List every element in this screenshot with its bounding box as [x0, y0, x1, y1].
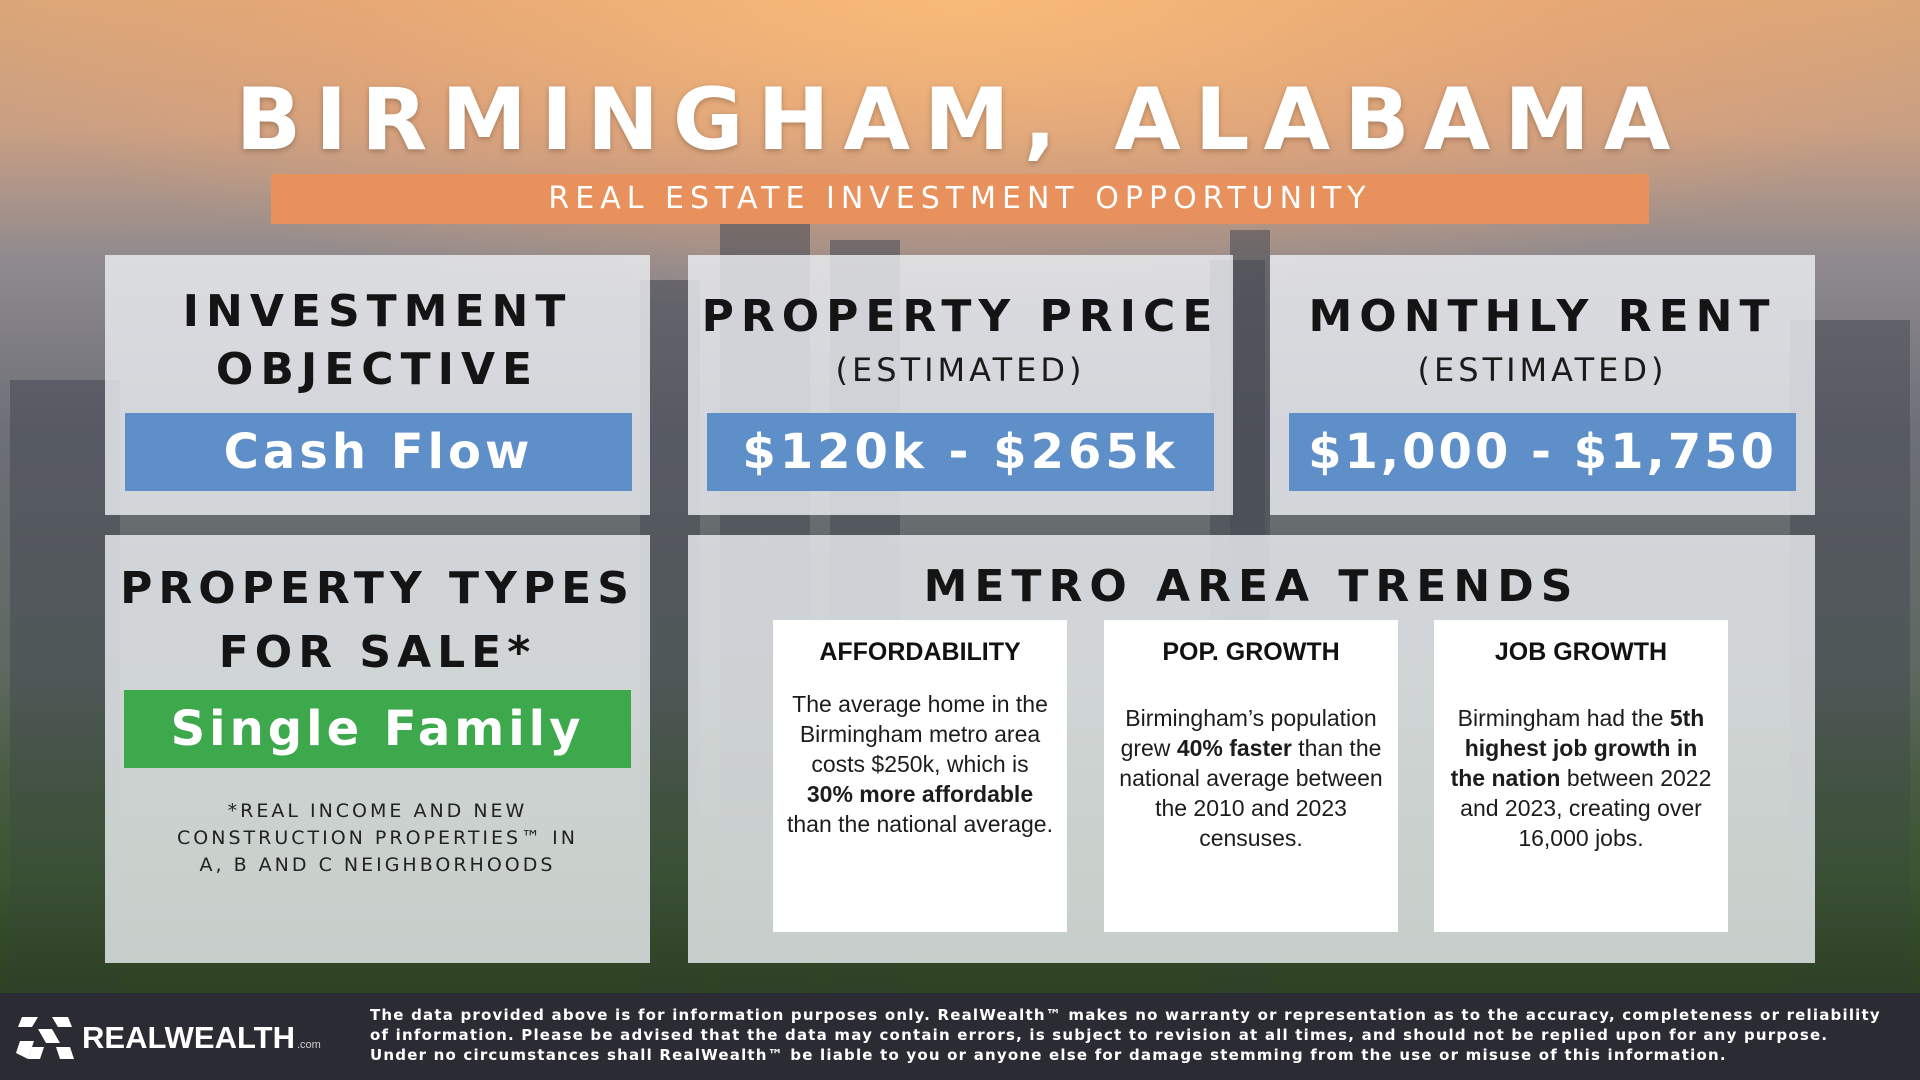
metro-trends-heading: METRO AREA TRENDS: [923, 561, 1580, 612]
trend-card-affordability: AFFORDABILITY The average home in the Bi…: [773, 620, 1067, 932]
logo-suffix: .com: [296, 1039, 321, 1051]
note-line: CONSTRUCTION PROPERTIES™ IN: [177, 827, 578, 849]
note-line: *REAL INCOME AND NEW: [227, 800, 528, 822]
property-types-note: *REAL INCOME AND NEW CONSTRUCTION PROPER…: [125, 798, 630, 879]
card-text: The average home in the Birmingham metro…: [787, 691, 1053, 837]
realwealth-logo-icon: [16, 1017, 74, 1059]
footer-bar: REALWEALTH .com The data provided above …: [0, 993, 1920, 1080]
investment-objective-heading-line1: INVESTMENT: [182, 286, 573, 337]
monthly-rent-panel: MONTHLY RENT (ESTIMATED) $1,000 - $1,750: [1270, 255, 1815, 515]
investment-objective-value: Cash Flow: [125, 413, 632, 491]
monthly-rent-subheading: (ESTIMATED): [1417, 351, 1668, 389]
trend-card-pop-growth: POP. GROWTH Birmingham’s population grew…: [1104, 620, 1398, 932]
investment-objective-heading-line2: OBJECTIVE: [215, 344, 540, 395]
note-line: A, B AND C NEIGHBORHOODS: [199, 854, 556, 876]
investment-objective-panel: INVESTMENT OBJECTIVE Cash Flow: [105, 255, 650, 515]
logo-wordmark: REALWEALTH: [82, 1020, 295, 1055]
property-price-heading: PROPERTY PRICE: [701, 291, 1220, 342]
card-title: JOB GROWTH: [1494, 638, 1668, 666]
sunset-glow: [0, 0, 1920, 300]
property-price-panel: PROPERTY PRICE (ESTIMATED) $120k - $265k: [688, 255, 1233, 515]
page-title: BIRMINGHAM, ALABAMA: [235, 70, 1685, 170]
monthly-rent-heading: MONTHLY RENT: [1308, 291, 1777, 342]
disclaimer-text: The data provided above is for informati…: [370, 1006, 1881, 1064]
card-text: Birmingham had the 5th highest job growt…: [1450, 705, 1712, 851]
property-types-heading-line2: FOR SALE*: [218, 627, 537, 678]
card-title: AFFORDABILITY: [819, 638, 1021, 666]
monthly-rent-value: $1,000 - $1,750: [1289, 413, 1796, 491]
card-text: Birmingham’s population grew 40% faster …: [1119, 705, 1383, 851]
property-price-subheading: (ESTIMATED): [835, 351, 1086, 389]
property-types-heading-line1: PROPERTY TYPES: [120, 563, 635, 614]
card-title: POP. GROWTH: [1162, 638, 1340, 666]
property-types-value: Single Family: [124, 690, 631, 768]
realwealth-logo[interactable]: REALWEALTH .com: [16, 1013, 321, 1063]
property-price-value: $120k - $265k: [707, 413, 1214, 491]
trend-card-job-growth: JOB GROWTH Birmingham had the 5th highes…: [1434, 620, 1728, 932]
property-types-panel: PROPERTY TYPES FOR SALE* Single Family *…: [105, 535, 650, 963]
subtitle-banner: REAL ESTATE INVESTMENT OPPORTUNITY: [271, 174, 1649, 224]
